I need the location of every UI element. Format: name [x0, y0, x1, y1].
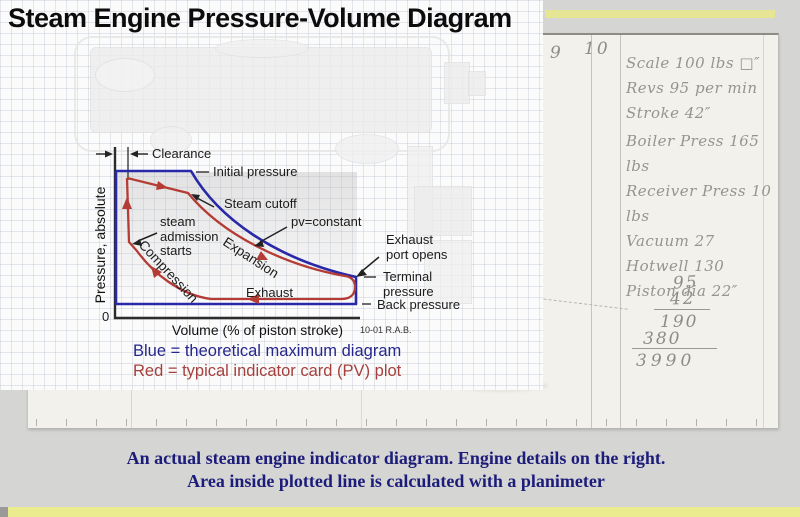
clearance-dimension-arrows [96, 150, 148, 158]
engine-shaft [444, 62, 470, 104]
caption-line-1: An actual steam engine indicator diagram… [126, 448, 666, 468]
engine-end-cap [95, 58, 155, 92]
note-line: Revs 95 per min [626, 79, 758, 97]
y-axis-label: Pressure, absolute [92, 186, 108, 304]
origin-label: 0 [102, 309, 110, 324]
yellow-highlight-strip-top [545, 10, 775, 18]
engine-foot [335, 134, 399, 164]
note-line: Receiver Press 10 lbs [626, 182, 772, 225]
steam-cutoff-label: Steam cutoff [224, 196, 297, 211]
clearance-label: Clearance [152, 146, 212, 161]
card-column-number: 10 [584, 39, 610, 59]
card-rule-line [763, 35, 764, 428]
engine-notes: Scale 100 lbs □″ Revs 95 per min Stroke … [626, 51, 776, 304]
theoretical-curve [114, 169, 358, 306]
initial-pressure-label: Initial pressure [213, 164, 298, 179]
legend-indicator: Red = typical indicator card (PV) plot [133, 362, 402, 380]
calc-number: 3990 [636, 351, 696, 371]
engine-valve-body [424, 240, 472, 304]
legend-theoretical: Blue = theoretical maximum diagram [133, 342, 402, 360]
pv-constant-label: pv=constant [291, 214, 362, 229]
card-rule-line [620, 35, 621, 428]
corner-artifact [0, 507, 8, 517]
back-pressure-label: Back pressure [377, 297, 461, 312]
faint-indicator-trace [533, 297, 628, 310]
card-rule-line [591, 35, 592, 428]
calc-number: 42 [669, 288, 696, 310]
calc-number: 190 [660, 312, 699, 332]
flow-direction-arrows [122, 181, 268, 304]
slide-area: Steam Engine Pressure-Volume Diagram [0, 0, 543, 390]
calc-rule [654, 309, 710, 310]
yellow-highlight-strip-bottom [0, 507, 800, 517]
note-line: Piston dia 22″ [626, 282, 738, 300]
engine-shaft-end [468, 71, 486, 96]
caption-line-2: Area inside plotted line is calculated w… [187, 471, 605, 491]
engine-top-boss [215, 39, 309, 58]
exhaust-port-label: Exhaust port opens [386, 232, 448, 262]
note-line: Vacuum 27 [626, 232, 715, 250]
engine-foot [150, 126, 192, 154]
calc-rule [632, 348, 717, 349]
note-line: Scale 100 lbs □″ [626, 54, 761, 72]
credit-label: 10-01 R.A.B. [360, 325, 412, 335]
plot-background-shade [116, 172, 357, 304]
pv-plot-canvas [96, 147, 380, 320]
card-column-number: 9 [550, 43, 563, 63]
note-line: Hotwell 130 [626, 257, 725, 275]
calc-number: 380 [643, 329, 682, 349]
label-pointer-arrows [132, 171, 380, 305]
page-title: Steam Engine Pressure-Volume Diagram [8, 3, 512, 33]
exhaust-label: Exhaust [246, 285, 293, 300]
indicator-curve [125, 176, 357, 301]
steam-admission-label: steam admission starts [160, 214, 219, 258]
engine-valve-chest [414, 186, 472, 236]
terminal-pressure-label: Terminal pressure [383, 269, 434, 299]
card-scale-ticks [36, 419, 774, 426]
note-line: Boiler Press 165 lbs [626, 132, 760, 175]
note-line: Stroke 42″ [626, 104, 711, 122]
x-axis-label: Volume (% of piston stroke) [171, 322, 344, 338]
